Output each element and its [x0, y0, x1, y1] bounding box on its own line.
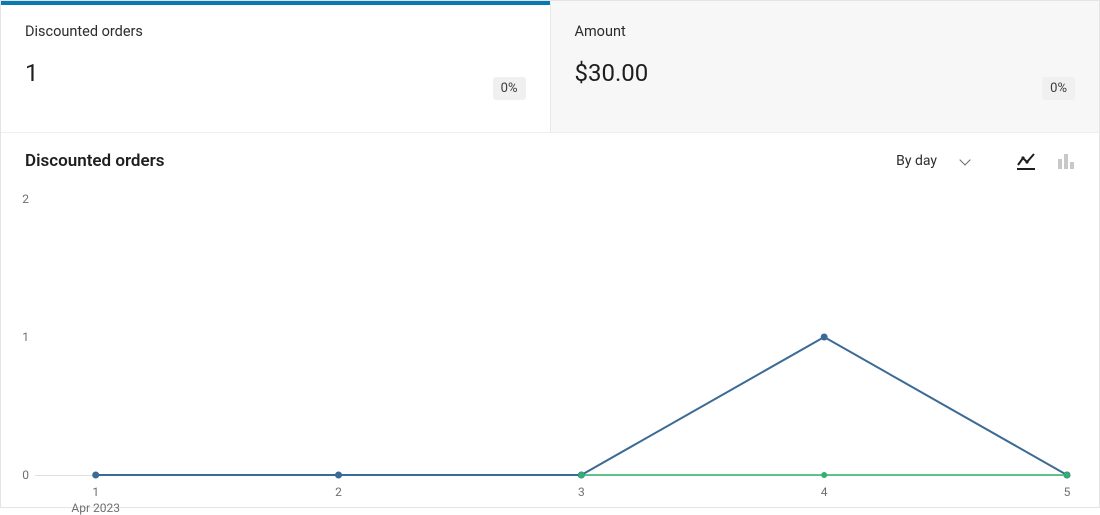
dashboard-page: Discounted orders 1 0% Amount $30.00 0% …	[0, 0, 1100, 508]
card-amount[interactable]: Amount $30.00 0%	[550, 1, 1100, 132]
series-marker-primary[interactable]	[821, 334, 828, 341]
card-value: $30.00	[575, 59, 1076, 87]
chart-type-toggles	[1017, 152, 1075, 170]
series-marker-compare[interactable]	[1064, 472, 1070, 478]
y-tick: 1	[22, 330, 29, 344]
x-axis: 1Apr 20232345	[1, 479, 1099, 507]
series-marker-primary[interactable]	[335, 472, 342, 479]
x-tick: 3	[578, 485, 585, 499]
line-chart-icon[interactable]	[1017, 152, 1035, 170]
card-label: Amount	[575, 23, 1076, 40]
chart-title: Discounted orders	[25, 151, 888, 171]
x-tick: 1	[92, 485, 99, 499]
chart-area: 012 1Apr 20232345	[1, 189, 1099, 507]
granularity-select[interactable]: By day	[888, 147, 977, 175]
chart-plot	[35, 199, 1067, 475]
metric-cards: Discounted orders 1 0% Amount $30.00 0%	[1, 1, 1099, 132]
series-marker-compare[interactable]	[821, 472, 827, 478]
x-tick: 5	[1064, 485, 1071, 499]
pct-badge: 0%	[1042, 77, 1075, 100]
x-tick-sublabel: Apr 2023	[71, 501, 120, 515]
card-label: Discounted orders	[25, 23, 526, 40]
card-value: 1	[25, 59, 526, 87]
x-tick: 2	[335, 485, 342, 499]
chevron-down-icon	[959, 154, 970, 165]
series-marker-compare[interactable]	[578, 472, 584, 478]
pct-badge: 0%	[493, 77, 526, 100]
y-tick: 2	[22, 192, 29, 206]
series-line-primary	[96, 337, 1067, 475]
chart-header: Discounted orders By day	[1, 132, 1099, 189]
x-tick: 4	[821, 485, 828, 499]
granularity-label: By day	[896, 153, 937, 169]
series-marker-primary[interactable]	[92, 472, 99, 479]
card-discounted-orders[interactable]: Discounted orders 1 0%	[1, 1, 550, 132]
bar-chart-icon[interactable]	[1057, 152, 1075, 170]
